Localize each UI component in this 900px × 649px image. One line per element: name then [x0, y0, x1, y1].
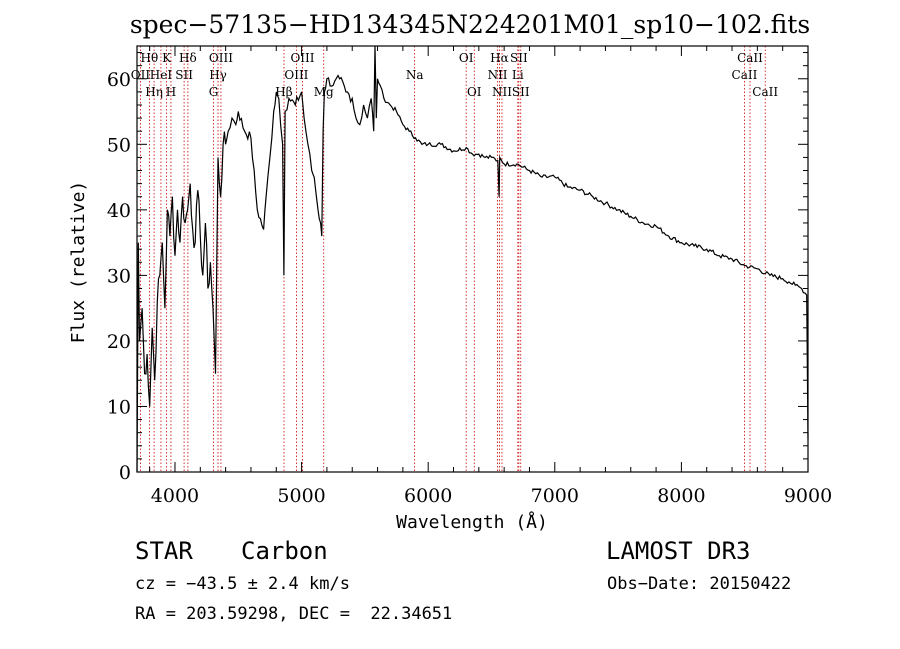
x-axis: 4000 5000 6000 7000 8000 9000	[149, 46, 832, 507]
y-axis: 0 10 20 30 40 50 60	[107, 52, 808, 484]
plot-frame	[136, 45, 809, 473]
emission-line-label: Li	[512, 68, 524, 82]
emission-line-label: OIII	[290, 51, 314, 65]
emission-line-label: Hδ	[179, 51, 197, 65]
emission-line-markers	[140, 46, 766, 472]
velocity-readout: cz = −43.5 ± 2.4 km/s	[135, 574, 350, 594]
spectrum-line	[136, 45, 809, 473]
survey-name: LAMOST DR3	[606, 537, 751, 565]
y-tick-label: 40	[107, 200, 131, 222]
emission-line-label: G	[209, 85, 219, 99]
emission-line-label: SII	[510, 51, 528, 65]
emission-line-label: Hθ	[141, 51, 159, 65]
emission-line-label: SII	[175, 68, 193, 82]
emission-line-label: OI	[459, 51, 474, 65]
emission-line-label: NII	[492, 85, 512, 99]
emission-line-label: CaII	[732, 68, 758, 82]
emission-line-label: OIII	[284, 68, 308, 82]
y-tick-label: 50	[107, 134, 131, 156]
x-tick-label: 6000	[404, 485, 452, 507]
y-tick-label: 10	[107, 396, 131, 418]
emission-line-label: H	[166, 85, 176, 99]
emission-line-label: Hη	[145, 85, 163, 99]
coordinates: RA = 203.59298, DEC = 22.34651	[135, 604, 453, 624]
x-tick-label: 4000	[151, 485, 199, 507]
object-class: STAR	[135, 537, 193, 565]
x-tick-label: 5000	[277, 485, 325, 507]
emission-line-label: Na	[406, 68, 424, 82]
emission-line-label: CaII	[737, 51, 763, 65]
obs-date: Obs−Date: 20150422	[607, 574, 792, 594]
emission-line-label: OIII	[209, 51, 233, 65]
x-tick-label: 9000	[784, 485, 832, 507]
emission-line-label: K	[162, 51, 172, 65]
x-axis-label: Wavelength (Å)	[396, 511, 548, 533]
emission-line-label: NII	[488, 68, 508, 82]
emission-line-label: Hα	[490, 51, 509, 65]
y-tick-label: 0	[119, 462, 131, 484]
emission-line-label: OII	[131, 68, 151, 82]
y-tick-label: 30	[107, 265, 131, 287]
spectrum-chart: spec−57135−HD134345N224201M01_sp10−102.f…	[68, 10, 832, 533]
x-tick-label: 8000	[657, 485, 705, 507]
object-subclass: Carbon	[241, 537, 328, 565]
y-tick-label: 20	[107, 331, 131, 353]
emission-line-label: CaII	[752, 85, 778, 99]
y-tick-label: 60	[107, 69, 131, 91]
chart-title: spec−57135−HD134345N224201M01_sp10−102.f…	[130, 10, 810, 39]
y-axis-label: Flux (relative)	[68, 181, 89, 344]
emission-line-label: SII	[512, 85, 530, 99]
emission-line-label: Hβ	[275, 85, 292, 99]
emission-line-label: HeI	[150, 68, 173, 82]
x-tick-label: 7000	[531, 485, 579, 507]
emission-line-label: Hγ	[209, 68, 227, 82]
emission-line-label: OI	[467, 85, 482, 99]
